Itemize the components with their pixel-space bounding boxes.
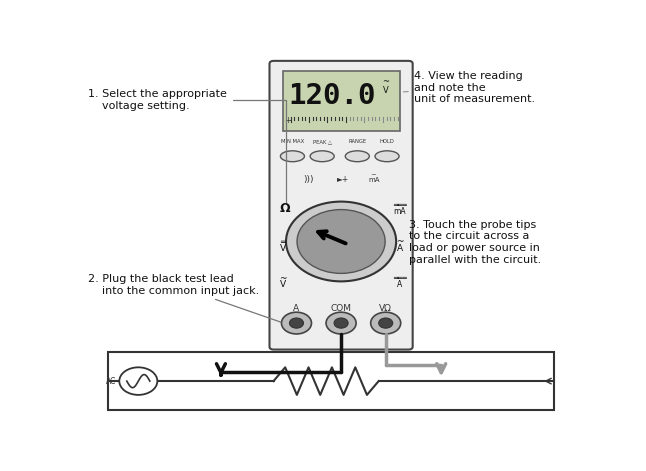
Text: AC: AC <box>105 377 116 386</box>
Text: +: + <box>284 116 291 125</box>
Text: 120.0: 120.0 <box>288 82 375 110</box>
Ellipse shape <box>310 151 334 162</box>
Text: ~
A: ~ A <box>396 237 403 253</box>
Text: 3. Touch the probe tips
to the circuit across a
load or power source in
parallel: 3. Touch the probe tips to the circuit a… <box>409 219 541 265</box>
FancyBboxPatch shape <box>269 61 413 349</box>
Circle shape <box>297 210 385 273</box>
Circle shape <box>282 312 311 334</box>
Text: ~
V: ~ V <box>382 77 389 95</box>
Text: ))): ))) <box>303 175 314 184</box>
Text: Ω: Ω <box>279 203 290 215</box>
Bar <box>282 71 400 131</box>
Text: HOLD: HOLD <box>380 139 395 144</box>
Text: ═
V: ═ V <box>280 237 286 253</box>
Bar <box>109 352 554 410</box>
Circle shape <box>334 318 348 328</box>
Text: PEAK △: PEAK △ <box>313 139 331 144</box>
Text: ~
V: ~ V <box>279 274 286 289</box>
Text: ═══
A: ═══ A <box>393 274 406 289</box>
Text: 2. Plug the black test lead
    into the common input jack.: 2. Plug the black test lead into the com… <box>89 274 281 322</box>
Text: A: A <box>293 304 300 313</box>
Text: ~
mA: ~ mA <box>368 172 379 183</box>
Text: ►+: ►+ <box>337 175 349 184</box>
Text: 1. Select the appropriate
    voltage setting.: 1. Select the appropriate voltage settin… <box>89 89 286 203</box>
Circle shape <box>289 318 304 328</box>
Circle shape <box>371 312 401 334</box>
Text: COM: COM <box>331 304 351 313</box>
Ellipse shape <box>346 151 370 162</box>
Ellipse shape <box>375 151 399 162</box>
Circle shape <box>120 367 158 395</box>
Text: RANGE: RANGE <box>348 139 366 144</box>
Text: ═══
mA: ═══ mA <box>393 201 406 217</box>
Circle shape <box>286 202 396 281</box>
Ellipse shape <box>280 151 304 162</box>
Text: VΩ: VΩ <box>379 304 392 313</box>
Circle shape <box>326 312 356 334</box>
Circle shape <box>379 318 393 328</box>
Text: MIN MAX: MIN MAX <box>281 139 304 144</box>
Text: 4. View the reading
and note the
unit of measurement.: 4. View the reading and note the unit of… <box>404 71 535 104</box>
